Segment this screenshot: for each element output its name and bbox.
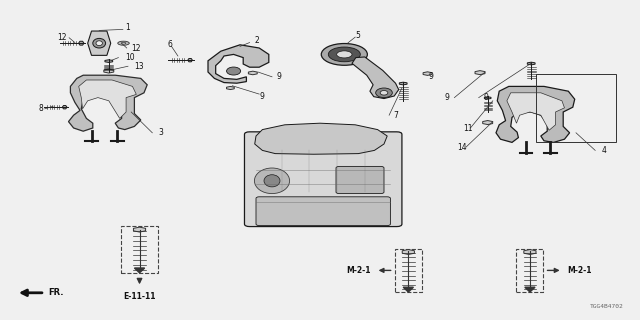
Text: 5: 5: [355, 31, 360, 40]
Ellipse shape: [264, 175, 280, 187]
Polygon shape: [484, 97, 491, 99]
Polygon shape: [134, 268, 145, 273]
Text: 4: 4: [602, 146, 607, 155]
Text: 9: 9: [483, 93, 488, 102]
Polygon shape: [525, 287, 535, 292]
Polygon shape: [475, 71, 485, 75]
Text: 3: 3: [159, 128, 164, 137]
Polygon shape: [483, 121, 493, 124]
Text: 12: 12: [58, 33, 67, 42]
Polygon shape: [524, 250, 536, 254]
Text: FR.: FR.: [48, 288, 63, 297]
Polygon shape: [402, 250, 415, 254]
Polygon shape: [248, 71, 257, 75]
Polygon shape: [423, 72, 432, 76]
FancyBboxPatch shape: [244, 132, 402, 227]
Polygon shape: [255, 123, 387, 154]
Ellipse shape: [376, 88, 392, 98]
Text: TGG4B4702: TGG4B4702: [590, 304, 624, 309]
Bar: [395, 249, 422, 292]
Polygon shape: [133, 227, 146, 232]
Text: 13: 13: [134, 62, 144, 71]
Ellipse shape: [227, 67, 241, 75]
Polygon shape: [399, 82, 407, 85]
Text: 1: 1: [125, 23, 129, 32]
Polygon shape: [227, 86, 234, 90]
Ellipse shape: [121, 42, 126, 44]
Bar: [516, 249, 543, 292]
Text: 12: 12: [131, 44, 141, 53]
Polygon shape: [79, 41, 84, 45]
Text: 2: 2: [254, 36, 259, 45]
Text: 9: 9: [259, 92, 264, 100]
Polygon shape: [88, 31, 111, 55]
Bar: [121, 227, 158, 273]
Ellipse shape: [328, 47, 360, 62]
FancyBboxPatch shape: [256, 197, 390, 226]
Text: M-2-1: M-2-1: [568, 266, 592, 275]
Polygon shape: [507, 93, 564, 130]
Polygon shape: [352, 57, 399, 99]
Polygon shape: [527, 62, 535, 65]
Ellipse shape: [380, 91, 388, 95]
Polygon shape: [403, 287, 413, 292]
Text: 11: 11: [463, 124, 472, 132]
Ellipse shape: [118, 41, 129, 45]
Text: E-11-11: E-11-11: [124, 292, 156, 301]
Text: 10: 10: [125, 53, 134, 62]
Polygon shape: [208, 45, 269, 83]
Ellipse shape: [255, 168, 290, 194]
Polygon shape: [105, 60, 113, 62]
Polygon shape: [188, 59, 193, 62]
Ellipse shape: [337, 51, 352, 58]
Polygon shape: [62, 106, 67, 109]
Text: 6: 6: [168, 40, 173, 49]
Bar: [536, 74, 616, 142]
Ellipse shape: [96, 41, 102, 46]
Text: 14: 14: [458, 143, 467, 152]
Polygon shape: [104, 69, 114, 73]
Text: 7: 7: [394, 111, 399, 120]
Polygon shape: [68, 75, 147, 131]
Text: 8: 8: [38, 104, 43, 113]
Text: 9: 9: [276, 72, 282, 81]
Text: 9: 9: [444, 93, 449, 102]
Ellipse shape: [321, 44, 367, 65]
Text: M-2-1: M-2-1: [346, 266, 371, 275]
Polygon shape: [496, 86, 575, 142]
Ellipse shape: [93, 38, 106, 48]
FancyBboxPatch shape: [336, 166, 384, 194]
Text: 9: 9: [429, 72, 434, 81]
Polygon shape: [79, 80, 136, 118]
